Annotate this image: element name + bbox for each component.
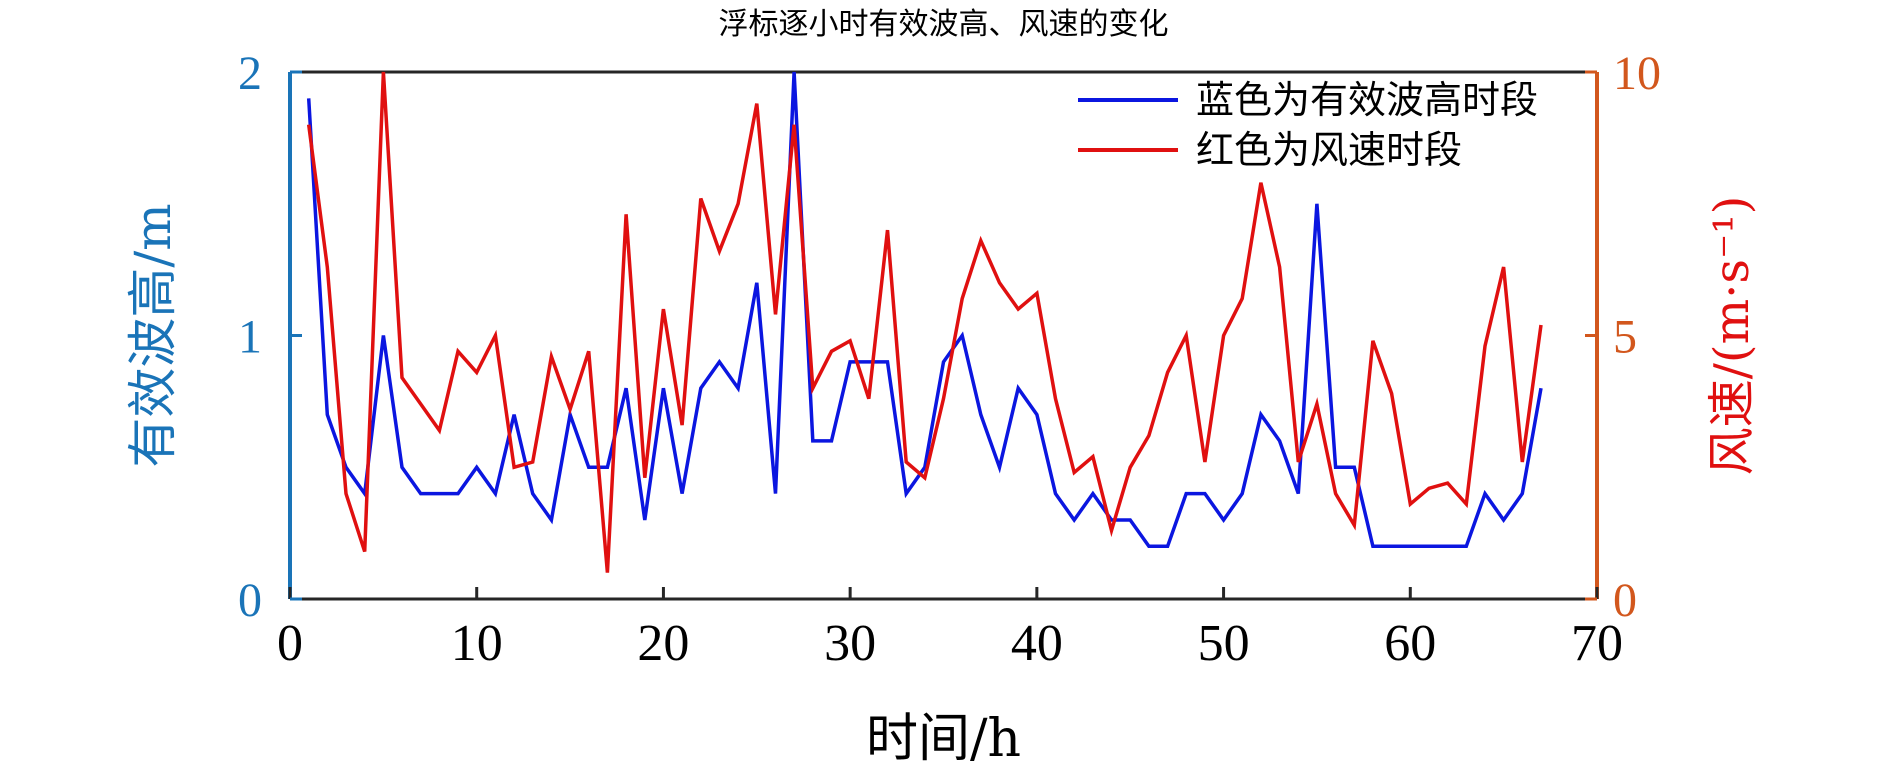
y-axis-right-label: 风速/(m·s⁻¹) <box>1704 196 1760 476</box>
y-axis-left-label: 有效波高/m <box>124 203 182 467</box>
series-line-wave-height <box>306 71 1543 549</box>
series-line-wind-speed <box>306 71 1543 573</box>
legend-label-wave-height: 蓝色为有效波高时段 <box>1196 78 1538 122</box>
y-right-tick-label: 5 <box>1613 311 1637 364</box>
legend-label-wind-speed: 红色为风速时段 <box>1196 128 1462 172</box>
legend: 蓝色为有效波高时段 红色为风速时段 <box>1068 76 1588 172</box>
x-tick-label: 50 <box>1198 615 1250 672</box>
y-left-tick-label: 2 <box>238 47 262 100</box>
y-left-tick-label: 0 <box>238 574 262 627</box>
y-left-tick-label: 1 <box>238 311 262 364</box>
legend-box <box>1068 76 1588 172</box>
y-right-tick-label: 0 <box>1613 574 1637 627</box>
x-tick-label: 70 <box>1571 615 1623 672</box>
series-layer <box>306 71 1543 573</box>
chart-title: 浮标逐小时有效波高、风速的变化 <box>719 7 1169 42</box>
x-tick-label: 0 <box>277 615 303 672</box>
x-tick-label: 30 <box>824 615 876 672</box>
x-tick-label: 60 <box>1384 615 1436 672</box>
x-tick-label: 20 <box>637 615 689 672</box>
x-tick-label: 40 <box>1011 615 1063 672</box>
y-right-tick-label: 10 <box>1613 47 1661 100</box>
x-tick-label: 10 <box>451 615 503 672</box>
x-axis-label: 时间/h <box>866 709 1021 769</box>
